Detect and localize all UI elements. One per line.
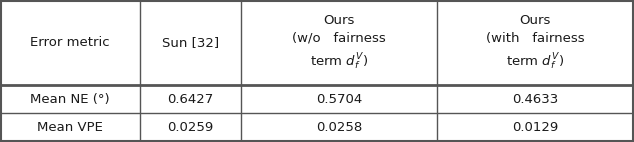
Text: 0.6427: 0.6427 xyxy=(167,93,214,106)
Text: 0.4633: 0.4633 xyxy=(512,93,559,106)
Text: Ours
(w/o   fairness
term $d_f^V$): Ours (w/o fairness term $d_f^V$) xyxy=(292,14,386,72)
Text: Error metric: Error metric xyxy=(30,36,110,49)
Text: 0.5704: 0.5704 xyxy=(316,93,362,106)
Text: Mean NE (°): Mean NE (°) xyxy=(30,93,110,106)
Text: Ours
(with   fairness
term $d_f^V$): Ours (with fairness term $d_f^V$) xyxy=(486,14,585,72)
Text: 0.0259: 0.0259 xyxy=(167,121,214,134)
Text: 0.0258: 0.0258 xyxy=(316,121,362,134)
Text: Sun [32]: Sun [32] xyxy=(162,36,219,49)
Text: 0.0129: 0.0129 xyxy=(512,121,559,134)
Text: Mean VPE: Mean VPE xyxy=(37,121,103,134)
